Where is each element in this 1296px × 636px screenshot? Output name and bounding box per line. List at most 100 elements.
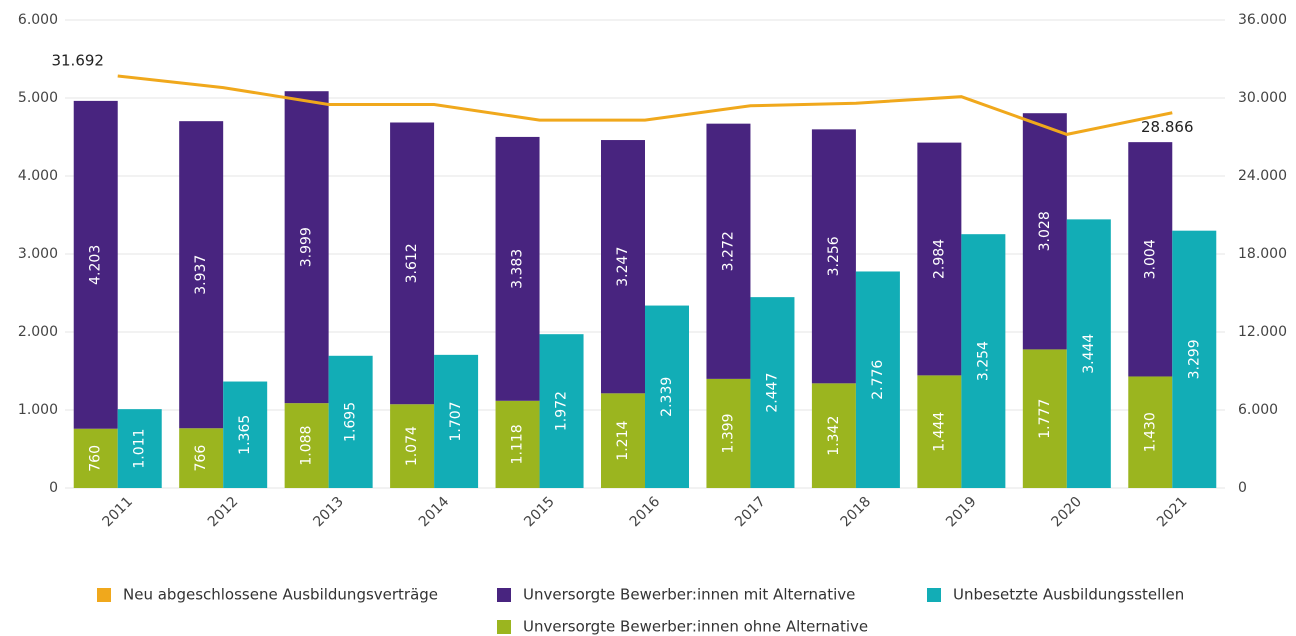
- bar: [601, 140, 645, 394]
- bar: [601, 393, 645, 488]
- y-tick-label: 5.000: [18, 90, 58, 106]
- bar: [706, 378, 751, 488]
- x-tick-label: 2020: [1049, 494, 1086, 531]
- bar: [750, 297, 795, 488]
- bar-value-label: 3.256: [826, 236, 842, 276]
- bar: [706, 123, 751, 379]
- legend-swatch: [497, 620, 511, 634]
- x-tick-label: 2015: [521, 494, 558, 531]
- bar-value-label: 3.937: [193, 255, 209, 295]
- bar: [223, 381, 268, 488]
- bar-value-label: 2.339: [659, 377, 675, 417]
- bar: [645, 305, 689, 488]
- x-tick-label: 2013: [310, 494, 347, 531]
- bar-value-label: 1.214: [615, 421, 631, 461]
- bar-value-label: 766: [193, 445, 209, 472]
- bar: [917, 375, 962, 488]
- x-tick-label: 2014: [416, 494, 453, 531]
- bar-value-label: 1.777: [1037, 399, 1053, 439]
- y-tick-label: 2.000: [18, 324, 58, 340]
- bar-value-label: 1.399: [720, 413, 736, 453]
- bar: [495, 400, 540, 488]
- bar-value-label: 1.342: [826, 416, 842, 456]
- bar-value-label: 3.383: [510, 249, 526, 289]
- bar-value-label: 1.074: [404, 426, 420, 466]
- bar: [1172, 230, 1217, 489]
- bar: [284, 403, 329, 488]
- y-tick-label: 3.000: [18, 246, 58, 262]
- bar-value-label: 2.776: [870, 360, 886, 400]
- x-tick-label: 2017: [732, 494, 769, 531]
- line: [117, 74, 1173, 136]
- bar-value-label: 3.247: [615, 247, 631, 287]
- bar-value-label: 3.004: [1142, 239, 1158, 279]
- bar: [539, 334, 584, 488]
- bar-value-label: 1.118: [510, 424, 526, 464]
- bar-value-label: 3.299: [1186, 339, 1202, 379]
- bar: [1022, 349, 1067, 488]
- bar: [117, 409, 162, 488]
- y-tick-label: 6.000: [18, 12, 58, 28]
- bar-value-label: 1.972: [554, 391, 570, 431]
- legend-swatch: [927, 588, 941, 602]
- bar: [179, 121, 224, 429]
- bar: [495, 136, 540, 401]
- x-tick-label: 2019: [943, 494, 980, 531]
- bar-value-label: 3.999: [299, 227, 315, 267]
- bar: [1128, 142, 1173, 377]
- bar: [1128, 376, 1173, 488]
- bar-value-label: 3.612: [404, 243, 420, 283]
- y2-tick-label: 30.000: [1238, 90, 1287, 106]
- bar: [811, 383, 856, 488]
- bar: [917, 142, 962, 376]
- bar-value-label: 760: [88, 445, 104, 472]
- x-tick-label: 2021: [1154, 494, 1191, 531]
- bar: [1022, 113, 1067, 350]
- bar-value-label: 1.444: [931, 412, 947, 452]
- x-tick-label: 2018: [838, 494, 875, 531]
- bar-value-label: 1.088: [299, 426, 315, 466]
- bar-value-label: 2.447: [764, 373, 780, 413]
- legend-label: Unversorgte Bewerber:innen mit Alternati…: [523, 586, 855, 604]
- bar-value-label: 3.444: [1081, 334, 1097, 374]
- bar: [73, 100, 118, 429]
- y-tick-label: 1.000: [18, 402, 58, 418]
- y-tick-label: 0: [49, 480, 58, 496]
- bar-value-label: 1.011: [132, 429, 148, 469]
- bar-value-label: 1.695: [343, 402, 359, 442]
- bar-value-label: 2.984: [931, 239, 947, 279]
- x-tick-label: 2011: [99, 494, 136, 531]
- legend-label: Unversorgte Bewerber:innen ohne Alternat…: [523, 618, 868, 636]
- legend-swatch: [97, 588, 111, 602]
- y2-tick-label: 24.000: [1238, 168, 1287, 184]
- bar-value-label: 3.028: [1037, 211, 1053, 251]
- bar-value-label: 1.365: [237, 415, 253, 455]
- bar-value-label: 1.430: [1142, 412, 1158, 452]
- bar-value-label: 3.272: [720, 231, 736, 271]
- line-value-label: 28.866: [1141, 118, 1194, 136]
- bar: [855, 271, 900, 488]
- bar-value-label: 3.254: [975, 341, 991, 381]
- x-tick-label: 2016: [627, 494, 664, 531]
- y2-tick-label: 36.000: [1238, 12, 1287, 28]
- y-tick-label: 4.000: [18, 168, 58, 184]
- bar: [328, 355, 373, 488]
- bar: [73, 428, 118, 488]
- bar: [390, 404, 435, 488]
- bar-value-label: 4.203: [88, 245, 104, 285]
- bar: [1066, 219, 1111, 489]
- line-value-label: 31.692: [51, 52, 104, 70]
- bar: [179, 428, 224, 488]
- legend-swatch: [497, 588, 511, 602]
- y2-tick-label: 6.000: [1238, 402, 1278, 418]
- y2-tick-label: 18.000: [1238, 246, 1287, 262]
- y2-tick-label: 0: [1238, 480, 1247, 496]
- bar: [811, 129, 856, 384]
- bar: [284, 91, 329, 404]
- bar: [961, 234, 1006, 488]
- bar: [390, 122, 435, 405]
- bar: [434, 354, 479, 488]
- bar-value-label: 1.707: [448, 401, 464, 441]
- legend-label: Unbesetzte Ausbildungsstellen: [953, 586, 1184, 604]
